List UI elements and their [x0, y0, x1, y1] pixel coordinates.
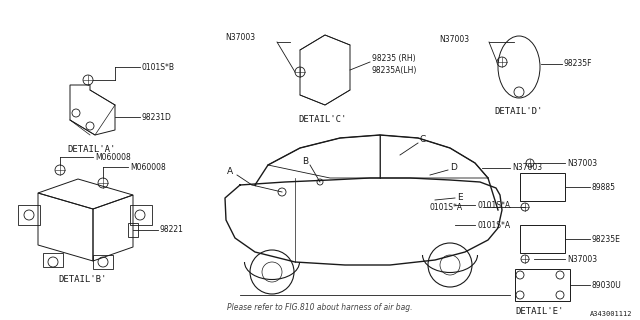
- Text: 98235F: 98235F: [564, 60, 593, 68]
- Text: C: C: [420, 135, 426, 145]
- Text: 0101S*B: 0101S*B: [142, 62, 175, 71]
- Text: N37003: N37003: [225, 34, 255, 43]
- Text: N37003: N37003: [567, 158, 597, 167]
- Bar: [93, 255, 113, 269]
- Bar: [520, 173, 565, 201]
- Bar: [520, 225, 565, 253]
- Text: 89030U: 89030U: [592, 281, 621, 290]
- Text: N37003: N37003: [512, 164, 542, 172]
- Text: 98235 (RH): 98235 (RH): [372, 53, 415, 62]
- Text: M060008: M060008: [95, 153, 131, 162]
- Text: DETAIL'C': DETAIL'C': [299, 116, 347, 124]
- Bar: [130, 205, 152, 225]
- Text: B: B: [302, 157, 308, 166]
- Text: 0101S*A: 0101S*A: [477, 201, 510, 210]
- Text: A: A: [227, 167, 233, 177]
- Text: 98231D: 98231D: [142, 113, 172, 122]
- Text: 0101S*A: 0101S*A: [430, 203, 463, 212]
- Bar: [18, 205, 40, 225]
- Text: DETAIL'A': DETAIL'A': [68, 146, 116, 155]
- Bar: [43, 253, 63, 267]
- Text: 98221: 98221: [160, 226, 184, 235]
- Text: DETAIL'B': DETAIL'B': [59, 276, 107, 284]
- Text: 98235E: 98235E: [592, 235, 621, 244]
- Text: DETAIL'D': DETAIL'D': [495, 108, 543, 116]
- Text: DETAIL'E': DETAIL'E': [516, 308, 564, 316]
- Text: E: E: [457, 193, 463, 202]
- Bar: [515, 269, 570, 301]
- Text: 89885: 89885: [592, 182, 616, 191]
- Text: N37003: N37003: [439, 35, 469, 44]
- Text: D: D: [450, 164, 457, 172]
- Bar: [128, 223, 138, 237]
- Text: M060008: M060008: [130, 163, 166, 172]
- Text: 98235A(LH): 98235A(LH): [372, 66, 417, 75]
- Text: Please refer to FIG.810 about harness of air bag.: Please refer to FIG.810 about harness of…: [227, 303, 413, 313]
- Text: N37003: N37003: [567, 254, 597, 263]
- Text: 0101S*A: 0101S*A: [477, 220, 510, 229]
- Text: A343001112: A343001112: [589, 311, 632, 317]
